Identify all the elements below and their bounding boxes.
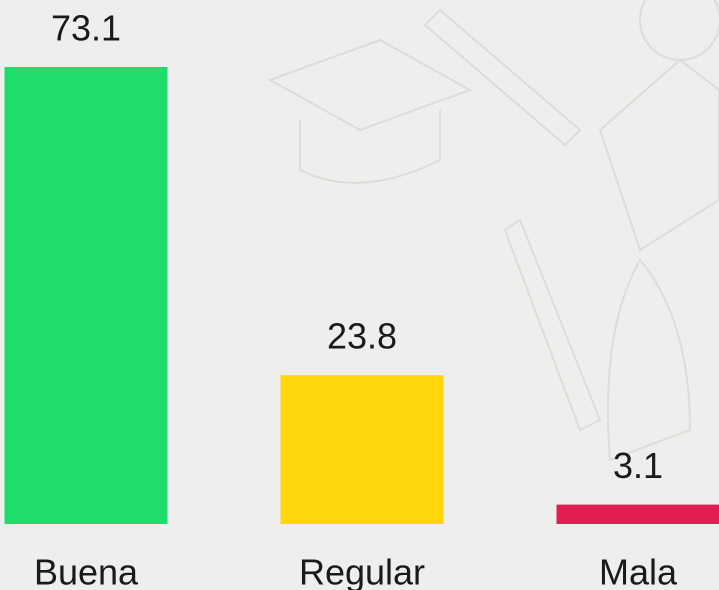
bar xyxy=(281,375,444,524)
value-label: 23.8 xyxy=(327,316,397,357)
bar xyxy=(5,67,168,524)
page: {"chart_data": {"type": "bar", "categori… xyxy=(0,0,719,590)
x-tick-label: Buena xyxy=(34,552,139,590)
bar xyxy=(557,505,719,524)
value-label: 73.1 xyxy=(51,8,121,49)
x-tick-label: Mala xyxy=(599,552,678,590)
value-label: 3.1 xyxy=(613,445,663,486)
x-tick-label: Regular xyxy=(299,552,425,590)
chart: 73.1 Buena 23.8 Regular 3.1 Mala xyxy=(0,0,719,590)
